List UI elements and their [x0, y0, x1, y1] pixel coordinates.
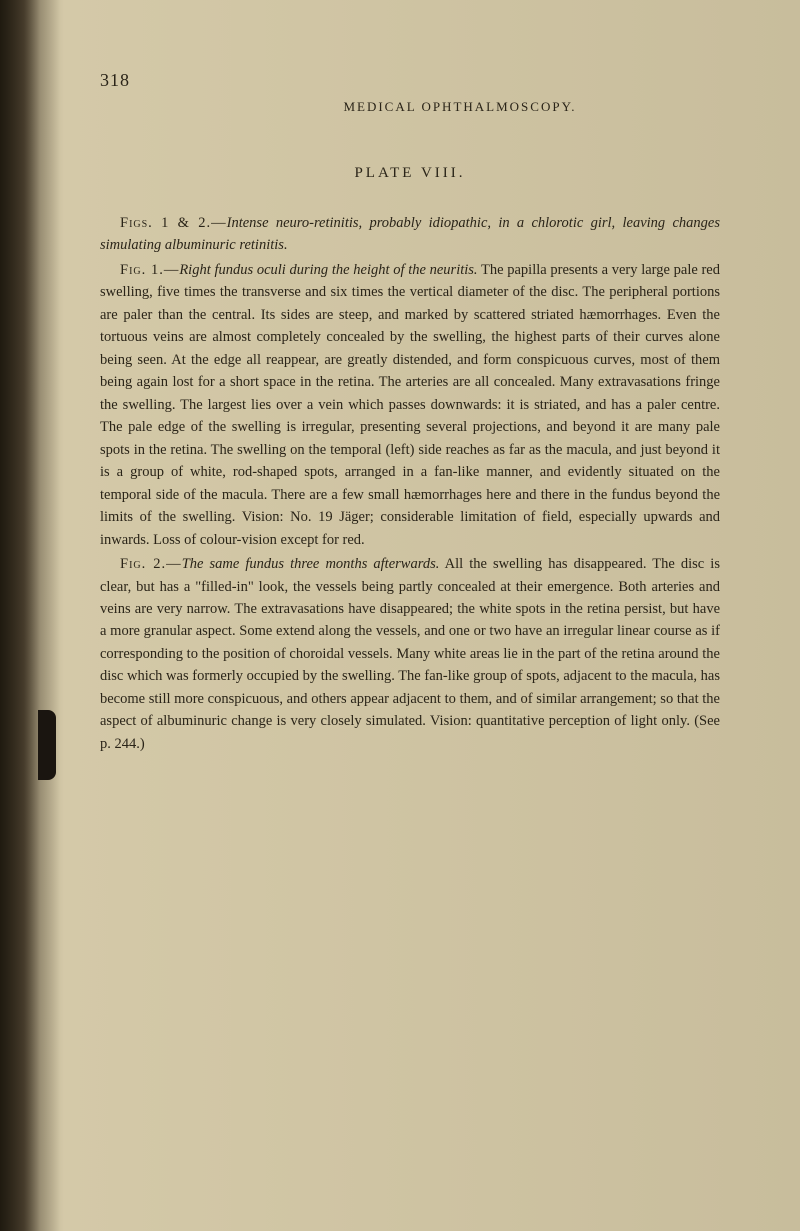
book-spine-shadow [0, 0, 60, 1231]
fig-1-label: Fig. 1.— [120, 262, 179, 278]
fig-2-label: Fig. 2.— [120, 556, 182, 572]
plate-title: PLATE VIII. [100, 165, 720, 182]
figs-1-2-caption: Figs. 1 & 2.—Intense neuro-retinitis, pr… [100, 212, 720, 257]
fig-2-body: All the swelling has disappeared. The di… [100, 556, 720, 752]
fig-2-title: The same fundus three months afterwards. [182, 556, 440, 572]
page-number: 318 [100, 70, 720, 91]
fig-1-paragraph: Fig. 1.—Right fundus oculi during the he… [100, 259, 720, 551]
fig-2-paragraph: Fig. 2.—The same fundus three months aft… [100, 553, 720, 755]
bookmark-tab [38, 710, 56, 780]
page-content: 318 MEDICAL OPHTHALMOSCOPY. PLATE VIII. … [100, 70, 720, 757]
fig-1-body: The papilla presents a very large pale r… [100, 262, 720, 548]
fig-1-title: Right fundus oculi during the height of … [179, 262, 477, 278]
running-head: MEDICAL OPHTHALMOSCOPY. [200, 99, 720, 115]
figs-label: Figs. 1 & 2.— [120, 215, 227, 231]
